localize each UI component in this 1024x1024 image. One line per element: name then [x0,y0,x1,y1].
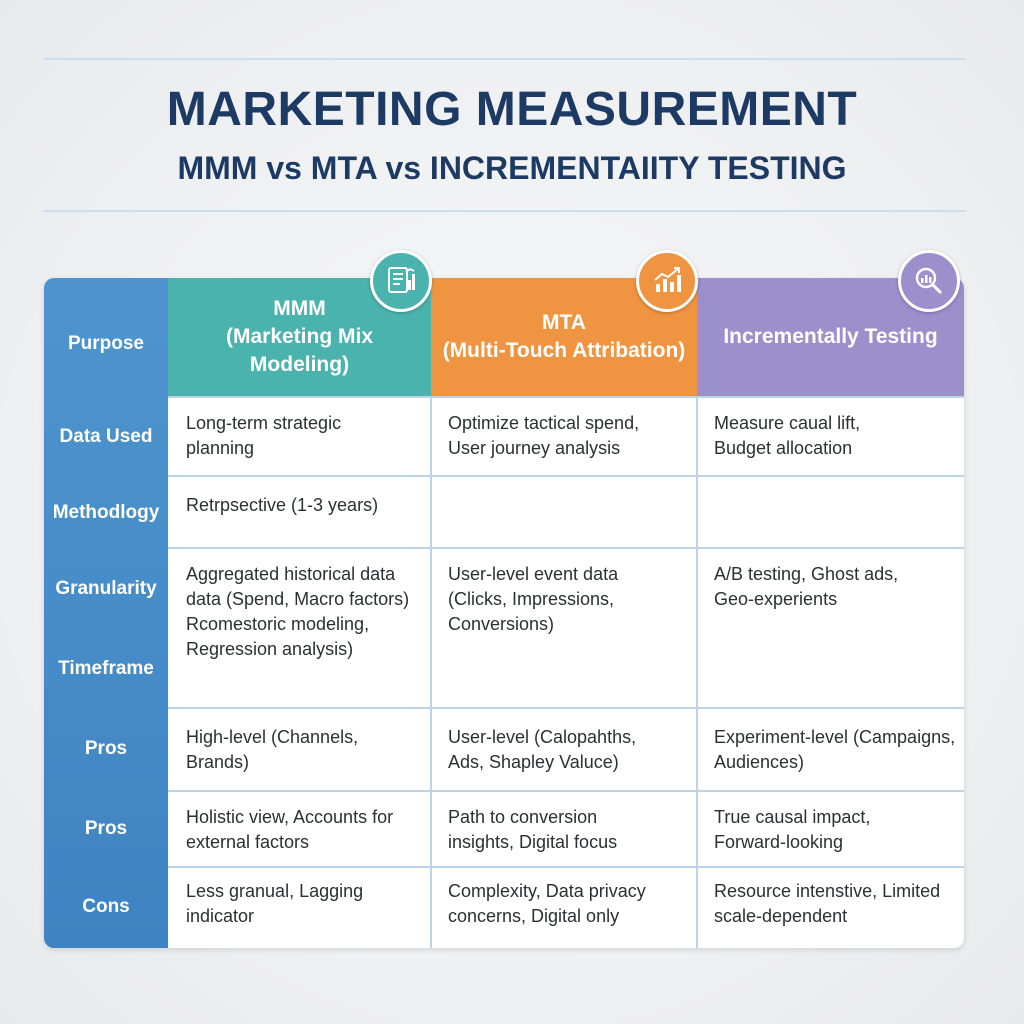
cell-pros-secondary-mta: Path to conversion insights, Digital foc… [448,807,618,852]
column-header-mmm-label: MMM (Marketing Mix Modeling) [225,297,374,376]
cell-granularity-mta: User-level event data (Clicks, Impressio… [448,564,619,634]
cell-data-used-inc: Measure caual lift, Budget allocation [714,413,861,458]
cell-pros-mmm: High-level (Channels, Brands) [186,727,359,772]
page-subtitle: MMM vs MTA vs INCREMENTAIITY TESTING [177,150,847,186]
cell-pros-inc: Experiment-level (Campaigns, Audiences) [714,727,956,772]
cell-cons-inc: Resource intenstive, Limited scale-depen… [714,881,941,926]
row-divider [168,396,964,398]
row-divider [168,866,964,868]
cell-cons-mta: Complexity, Data privacy concerns, Digit… [448,881,646,926]
cell-methodology-mmm: Retrpsective (1-3 years) [186,495,379,515]
column-header-incrementality: Incrementally Testing [697,278,964,396]
cell-pros-secondary-mmm: Holistic view, Accounts for external fac… [186,807,394,852]
cell-granularity-mmm: Aggregated historical data data (Spend, … [186,564,410,659]
cell-pros-secondary-inc: True causal impact, Forward-looking [714,807,871,852]
comparison-table: MMM (Marketing Mix Modeling) MTA (Multi-… [44,278,964,948]
row-divider [168,475,964,477]
cell-data-used-mmm: Long-term strategic planning [186,413,342,458]
bottom-divider [44,210,966,212]
cell-data-used-mta: Optimize tactical spend, User journey an… [448,413,640,458]
cell-pros-mta: User-level (Calopahths, Ads, Shapley Val… [448,727,637,772]
row-label-data-used: Data Used [59,426,153,447]
row-label-column [44,278,168,948]
row-label-purpose: Purpose [67,333,145,354]
cell-cons-mmm: Less granual, Lagging indicator [186,881,364,926]
column-header-inc-label: Incrementally Testing [723,325,938,348]
column-header-mta-label: MTA (Multi-Touch Attribation) [442,311,686,362]
bar-chart-trend-icon [636,250,698,312]
row-label-pros: Pros [84,738,128,759]
row-label-timeframe: Timeframe [58,658,154,679]
row-label-granularity: Granularity [55,578,157,599]
row-divider [168,707,964,709]
row-label-pros-secondary: Pros [84,818,128,839]
page-title: MARKETING MEASUREMENT [166,83,858,136]
column-divider [696,396,698,948]
row-label-methodology: Methodlogy [52,502,160,523]
row-label-cons: Cons [82,896,130,917]
cell-granularity-inc: A/B testing, Ghost ads, Geo-experients [714,564,899,609]
row-divider [168,790,964,792]
row-divider [168,547,964,549]
top-divider [44,58,966,60]
magnifier-chart-icon [898,250,960,312]
document-chart-icon [370,250,432,312]
column-divider [430,396,432,948]
